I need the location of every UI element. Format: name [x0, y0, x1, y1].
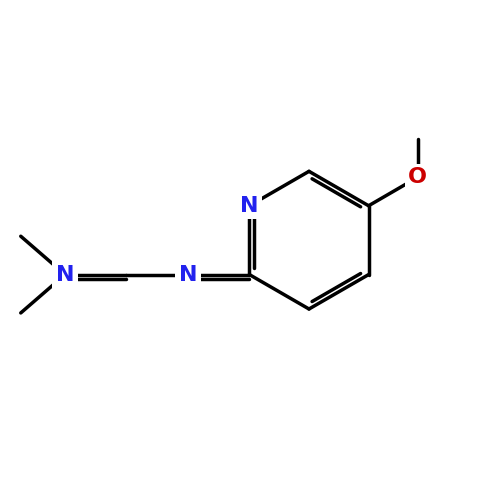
Text: O: O	[408, 167, 428, 187]
Text: N: N	[178, 264, 197, 284]
Text: N: N	[56, 264, 74, 284]
Text: N: N	[240, 196, 258, 216]
